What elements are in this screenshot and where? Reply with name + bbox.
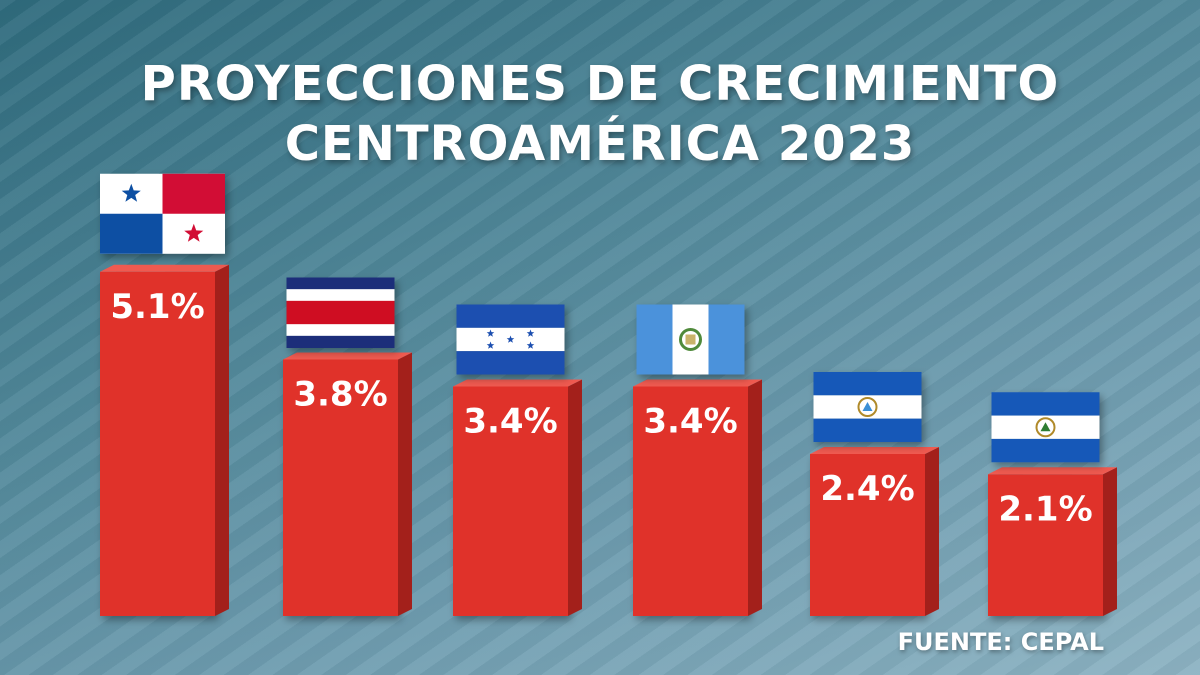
guatemala-flag-icon <box>636 304 745 375</box>
bar-el-salvador <box>988 474 1103 616</box>
bar-side-panama <box>215 264 229 616</box>
bar-costa-rica <box>283 359 398 616</box>
bar-group-costa-rica: 3.8% <box>283 277 412 616</box>
bar-nicaragua <box>810 454 925 616</box>
bar-top-panama <box>100 264 229 272</box>
bar-side-el-salvador <box>1103 467 1117 616</box>
value-label-el-salvador: 2.1% <box>998 489 1092 529</box>
bar-side-honduras <box>568 379 582 616</box>
bar-top-el-salvador <box>988 467 1117 475</box>
value-label-panama: 5.1% <box>110 287 204 327</box>
value-label-costa-rica: 3.8% <box>293 375 387 415</box>
value-label-guatemala: 3.4% <box>643 402 737 442</box>
honduras-flag-icon <box>456 304 565 375</box>
bar-group-el-salvador: 2.1% <box>988 392 1117 616</box>
bar-side-nicaragua <box>925 447 939 616</box>
bar-panama <box>100 271 215 616</box>
bar-group-honduras: 3.4% <box>453 304 582 616</box>
bar-group-guatemala: 3.4% <box>633 304 762 616</box>
bar-top-guatemala <box>633 379 762 387</box>
bar-top-nicaragua <box>810 447 939 454</box>
bar-group-nicaragua: 2.4% <box>810 372 939 616</box>
value-label-honduras: 3.4% <box>463 402 557 442</box>
bar-honduras <box>453 386 568 616</box>
el-salvador-flag-icon <box>991 392 1100 463</box>
value-label-nicaragua: 2.4% <box>820 469 914 509</box>
bar-guatemala <box>633 386 748 616</box>
chart-title-line2: CENTROAMÉRICA 2023 <box>284 116 916 172</box>
chart-title-line1: PROYECCIONES DE CRECIMIENTO <box>140 56 1060 112</box>
bar-side-costa-rica <box>398 352 412 616</box>
bar-side-guatemala <box>748 379 762 616</box>
panama-flag-icon <box>100 173 225 254</box>
bar-group-panama: 5.1% <box>100 173 229 616</box>
nicaragua-flag-icon <box>813 372 922 442</box>
costa-rica-flag-icon <box>286 277 395 348</box>
source-note: FUENTE: CEPAL <box>897 628 1104 656</box>
bar-top-costa-rica <box>283 352 412 360</box>
bar-top-honduras <box>453 379 582 387</box>
